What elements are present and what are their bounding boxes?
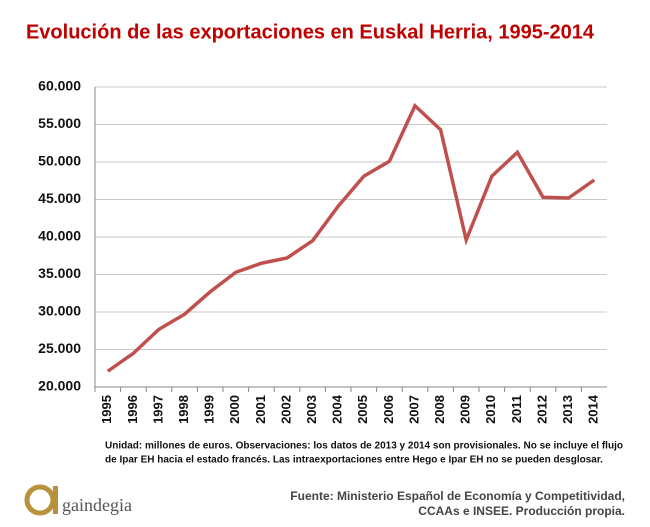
x-tick-label: 1995 — [99, 395, 114, 424]
source: Fuente: Ministerio Español de Economía y… — [290, 489, 625, 503]
x-tick-label: 2004 — [330, 394, 345, 424]
x-tick-label: 2008 — [432, 395, 447, 424]
note: de Ipar EH hacia el estado francés. Las … — [105, 455, 603, 466]
x-tick-label: 2003 — [304, 395, 319, 424]
y-tick-label: 60.000 — [38, 78, 81, 94]
note: Unidad: millones de euros. Observaciones… — [105, 441, 623, 452]
x-tick-label: 2005 — [355, 395, 370, 424]
chart-title: Evolución de las exportaciones en Euskal… — [26, 21, 595, 43]
y-tick-label: 55.000 — [38, 115, 81, 131]
logo: gaindegia — [24, 484, 132, 516]
line — [106, 102, 596, 373]
y-tick-label: 50.000 — [38, 153, 81, 169]
y-tick-label: 40.000 — [38, 228, 81, 244]
y-tick-label: 25.000 — [38, 340, 81, 356]
x-tick-label: 2010 — [483, 395, 498, 424]
x-tick-label: 2011 — [509, 395, 524, 423]
x-tick-label: 2001 — [253, 395, 268, 424]
x-tick-label: 2006 — [381, 395, 396, 424]
y-tick-label: 35.000 — [38, 265, 81, 281]
logo-text: gaindegia — [62, 495, 132, 515]
y-tick-label: 30.000 — [38, 303, 81, 319]
x-tick-label: 2007 — [406, 395, 421, 424]
x-tick-label: 2009 — [458, 395, 473, 424]
x-tick-label: 1997 — [150, 395, 165, 424]
x-tick-label: 2000 — [227, 395, 242, 424]
x-tick-label: 1996 — [125, 395, 140, 424]
x-tick-label: 2002 — [278, 395, 293, 424]
x-tick-label: 2014 — [586, 394, 601, 424]
logo-ring — [24, 484, 56, 516]
x-tick-label: 1998 — [176, 395, 191, 424]
x-tick-label: 2013 — [560, 395, 575, 424]
source: CCAAs e INSEE. Producción propia. — [418, 504, 625, 518]
y-tick-label: 45.000 — [38, 190, 81, 206]
y-tick-label: 20.000 — [38, 378, 81, 394]
x-tick-label: 1999 — [202, 395, 217, 424]
logo-bar — [53, 486, 58, 514]
x-tick-label: 2012 — [534, 395, 549, 424]
